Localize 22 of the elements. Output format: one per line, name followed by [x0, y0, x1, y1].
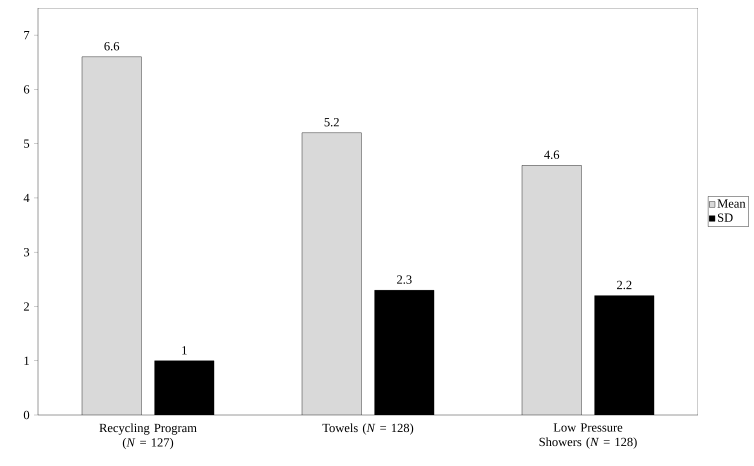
data-label: 2.2: [617, 280, 632, 290]
y-tick-label: 3: [24, 248, 30, 256]
y-tick-label: 5: [24, 140, 30, 148]
y-tick-label: 2: [24, 302, 29, 311]
data-label: 2.3: [397, 275, 412, 284]
bar: [302, 132, 362, 415]
data-label: 4.6: [544, 150, 560, 160]
bar: [82, 56, 142, 415]
data-label: 5.2: [324, 118, 339, 126]
legend-label: Mean: [718, 199, 746, 208]
y-tick-label: 0: [24, 410, 30, 420]
x-tick-label: Towels (N = 128): [322, 423, 414, 435]
bar: [522, 165, 582, 415]
y-tick-label: 7: [24, 31, 30, 40]
x-tick-label: Recycling Program (N = 127): [99, 423, 197, 450]
y-tick-label: 4: [24, 194, 30, 202]
x-tick-label: Low Pressure Showers (N = 128): [540, 423, 637, 449]
data-label: 6.6: [104, 42, 120, 50]
data-label: 1: [182, 346, 187, 354]
y-tick-label: 1: [24, 356, 29, 365]
y-tick-label: 6: [24, 85, 30, 94]
legend-label: SD: [718, 213, 733, 222]
